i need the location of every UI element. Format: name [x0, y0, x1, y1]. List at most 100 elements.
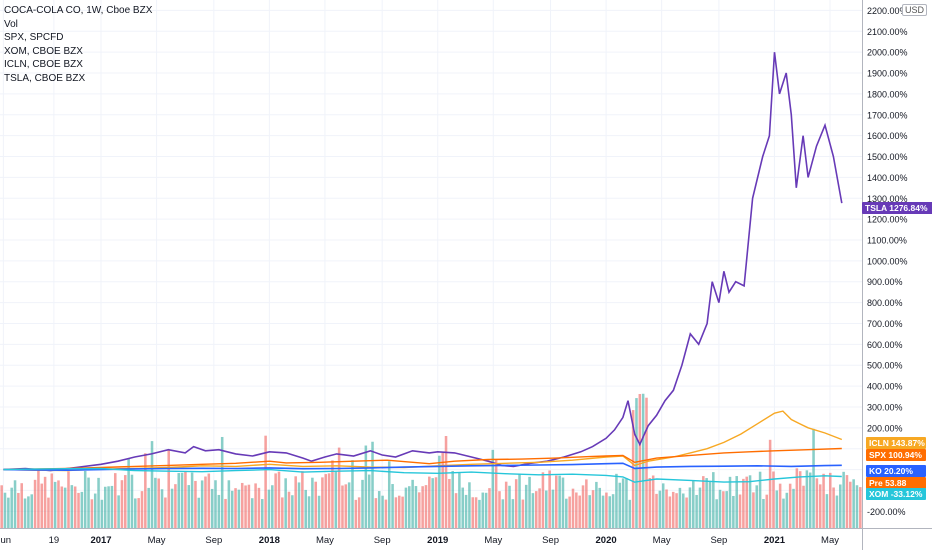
y-tick-label: 900.00% — [867, 277, 903, 287]
y-tick-label: 1600.00% — [867, 131, 908, 141]
volume-bar — [144, 453, 147, 528]
volume-bar — [217, 494, 221, 528]
volume-bar — [40, 483, 44, 528]
volume-bar — [0, 485, 3, 528]
volume-bar — [849, 481, 852, 528]
x-tick-label: May — [316, 535, 334, 546]
volume-bar — [828, 472, 832, 528]
volume-bar — [441, 453, 444, 528]
volume-bar — [227, 480, 231, 528]
volume-bar — [621, 478, 625, 528]
volume-bar — [47, 497, 50, 528]
volume-bar — [511, 499, 515, 528]
legend-item-icln[interactable]: ICLN, CBOE BZX — [4, 59, 83, 70]
volume-bar — [772, 471, 775, 528]
volume-bar — [337, 447, 341, 528]
volume-bar — [538, 488, 541, 528]
volume-bar — [130, 474, 134, 528]
volume-bar — [180, 472, 184, 528]
volume-bar — [17, 492, 20, 528]
x-tick-label: Sep — [205, 535, 222, 546]
volume-bar — [297, 482, 301, 528]
volume-bar — [414, 486, 418, 528]
volume-bar — [234, 488, 237, 528]
x-tick-label: May — [653, 535, 671, 546]
volume-bar — [384, 499, 388, 528]
volume-bar — [190, 472, 194, 528]
volume-bar — [307, 496, 311, 528]
y-tick-label: 800.00% — [867, 298, 903, 308]
volume-bar — [518, 473, 521, 528]
price-label-spx: SPX 100.94% — [866, 449, 926, 461]
volume-bar — [742, 478, 745, 528]
volume-bar — [257, 487, 261, 528]
volume-bar — [33, 479, 37, 528]
volume-bar — [411, 479, 414, 528]
volume-bar — [334, 470, 338, 528]
legend-vol[interactable]: Vol — [4, 18, 18, 30]
volume-bar — [695, 494, 698, 528]
volume-bar — [651, 475, 655, 528]
volume-bar — [738, 494, 742, 528]
volume-bar — [254, 483, 257, 528]
volume-bar — [575, 492, 578, 528]
legend-item-xom[interactable]: XOM, CBOE BZX — [4, 45, 83, 57]
volume-bar — [488, 488, 491, 528]
volume-bar — [735, 476, 738, 528]
volume-bar — [615, 473, 618, 528]
volume-bar — [341, 485, 344, 528]
volume-bar — [474, 497, 478, 528]
legend-title[interactable]: COCA-COLA CO, 1W, Cboe BZX — [4, 5, 153, 16]
volume-bar — [401, 496, 404, 528]
volume-bar — [531, 493, 535, 528]
volume-bar — [548, 470, 551, 528]
volume-bar — [775, 490, 779, 528]
volume-bar — [23, 498, 27, 528]
volume-bar — [281, 497, 284, 528]
volume-bar — [314, 481, 318, 528]
volume-bar — [20, 483, 23, 528]
y-tick-label: 1500.00% — [867, 152, 908, 162]
volume-bar — [765, 494, 769, 528]
legend: COCA-COLA CO, 1W, Cboe BZX Vol SPX, SPCF… — [4, 4, 152, 85]
volume-bar — [113, 473, 117, 528]
volume-bar — [448, 478, 451, 528]
series-line-tsla — [3, 52, 843, 472]
volume-bar — [471, 497, 475, 528]
volume-bar — [702, 476, 705, 528]
volume-bar — [785, 492, 789, 528]
volume-bar — [167, 449, 170, 528]
volume-bar — [591, 490, 595, 528]
volume-bar — [728, 476, 732, 528]
legend-item-tsla[interactable]: TSLA, CBOE BZX — [4, 72, 86, 84]
volume-bar — [103, 486, 107, 528]
volume-bar — [73, 486, 77, 528]
volume-bar — [321, 477, 324, 528]
price-label-text: TSLA 1276.84% — [865, 203, 928, 213]
volume-bar — [27, 496, 30, 528]
volume-bar — [568, 496, 571, 528]
volume-bar — [37, 470, 40, 528]
volume-bar — [835, 495, 839, 528]
volume-bar — [528, 476, 531, 528]
volume-bar — [595, 481, 598, 528]
x-tick-label: Sep — [542, 535, 559, 546]
volume-bar — [93, 493, 97, 528]
volume-bar — [464, 494, 468, 528]
legend-item-spx[interactable]: SPX, SPCFD — [4, 32, 64, 43]
volume-bar — [67, 471, 70, 528]
volume-bar — [698, 487, 702, 528]
y-tick-label: 1400.00% — [867, 173, 908, 183]
grid-lines — [0, 0, 862, 528]
currency-badge[interactable]: USD — [902, 4, 928, 16]
volume-bar — [748, 475, 752, 528]
volume-bar — [177, 473, 181, 528]
volume-bar — [504, 481, 508, 528]
x-tick-label: 19 — [49, 535, 60, 546]
volume-bar — [277, 471, 281, 528]
volume-bar — [220, 436, 224, 528]
volume-bar — [534, 491, 538, 528]
volume-bar — [364, 445, 368, 528]
